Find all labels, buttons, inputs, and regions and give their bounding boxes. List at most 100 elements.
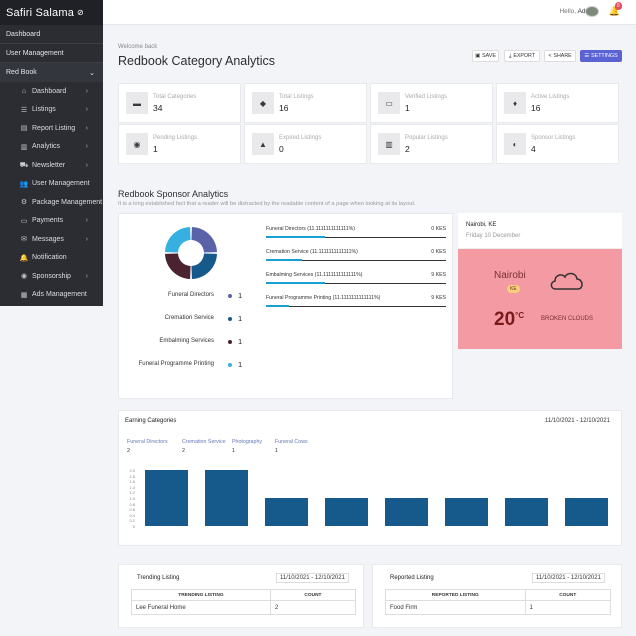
sponsor-bar-value: 0 KES <box>431 226 446 232</box>
legend-label: Embalming Services <box>159 338 214 344</box>
earning-category-count: 1 <box>275 448 278 454</box>
donut-slice[interactable] <box>191 253 217 279</box>
stat-card[interactable]: ▬ Total Categories 34 <box>118 83 241 123</box>
sidebar-item-5[interactable]: 👥 User Management <box>0 175 103 194</box>
weather-panel: Nairobi KE 20 °C BROKEN CLOUDS <box>458 249 622 349</box>
stat-value: 1 <box>405 103 410 113</box>
stat-card[interactable]: ◉ Pending Listings 1 <box>118 124 241 164</box>
stat-value: 0 <box>279 144 284 154</box>
sidebar-item-3[interactable]: ▥ Analytics › <box>0 138 103 157</box>
sponsor-bar-label: Funeral Directors (11.1111111111111%) <box>266 226 355 232</box>
stat-icon: ◐ <box>504 133 526 155</box>
sidebar-item-7[interactable]: ▭ Payments › <box>0 212 103 231</box>
sidebar-item-11[interactable]: ▦ Ads Management <box>0 286 103 305</box>
sidebar-item-4[interactable]: ⛟ Newsletter › <box>0 156 103 175</box>
sponsor-bar-row: Funeral Programme Printing (11.111111111… <box>266 295 446 307</box>
brand[interactable]: Safiri Salama ⊘ <box>0 0 103 25</box>
stat-icon: ▥ <box>378 133 400 155</box>
y-tick-label: 1.8 <box>129 473 135 479</box>
table-row[interactable]: Lee Funeral Home 2 <box>131 600 357 615</box>
y-tick-label: 1.2 <box>129 490 135 496</box>
y-tick-label: 0.8 <box>129 501 135 507</box>
weather-country-badge: KE <box>507 285 520 293</box>
donut-slice[interactable] <box>165 253 191 279</box>
stat-icon: ▬ <box>126 92 148 114</box>
donut-slice[interactable] <box>165 227 191 253</box>
stat-card[interactable]: ▥ Popular Listings 2 <box>370 124 493 164</box>
stat-label: Popular Listings <box>405 135 448 141</box>
chart-bar[interactable] <box>565 498 608 526</box>
chart-bar[interactable] <box>325 498 368 526</box>
donut-slice[interactable] <box>191 227 217 253</box>
notification-bell-icon[interactable]: 🔔 0 <box>608 2 622 16</box>
messages-icon: ✉ <box>21 236 27 244</box>
stat-value: 16 <box>531 103 541 113</box>
earning-date-range[interactable]: 11/10/2021 - 12/10/2021 <box>545 418 610 424</box>
earning-category-name[interactable]: Photography <box>232 439 263 445</box>
nav-red-book[interactable]: Red Book ⌄ <box>0 63 103 82</box>
topbar: Hello, Admin 🔔0 <box>103 0 636 25</box>
export-button[interactable]: ⤓ EXPORT <box>504 50 540 62</box>
sidebar-item-label: Messages <box>32 235 64 243</box>
sidebar-item-1[interactable]: ☰ Listings › <box>0 101 103 120</box>
sidebar-item-label: Sponsorship <box>32 272 71 280</box>
share-icon: < <box>548 53 552 59</box>
nav-user-management[interactable]: User Management <box>0 44 103 63</box>
stat-card[interactable]: ▭ Verified Listings 1 <box>370 83 493 123</box>
earning-category-name[interactable]: Funeral Directors <box>127 439 168 445</box>
chart-bar[interactable] <box>145 470 188 526</box>
stat-label: Total Listings <box>279 94 314 100</box>
stat-card[interactable]: ◐ Sponsor Listings 4 <box>496 124 619 164</box>
chevron-right-icon: › <box>85 87 88 95</box>
stat-icon: ▭ <box>378 92 400 114</box>
sidebar-item-9[interactable]: 🔔 Notification <box>0 249 103 268</box>
sponsor-bar-track <box>266 237 446 238</box>
earning-category-name[interactable]: Cremation Service <box>182 439 226 445</box>
reported-date-range[interactable]: 11/10/2021 - 12/10/2021 <box>532 573 605 583</box>
save-button[interactable]: ▣ SAVE <box>472 50 499 62</box>
bell-icon: 🔔 <box>19 254 29 262</box>
y-tick-label: 1.4 <box>129 484 135 490</box>
sidebar-item-10[interactable]: ◉ Sponsorship › <box>0 267 103 286</box>
stat-icon: ▲ <box>252 133 274 155</box>
weather-description: BROKEN CLOUDS <box>541 316 594 322</box>
table-row[interactable]: Food Firm 1 <box>385 600 611 615</box>
stat-card[interactable]: ◆ Total Listings 16 <box>244 83 367 123</box>
chart-bar[interactable] <box>385 498 428 526</box>
stat-card[interactable]: ▲ Expired Listings 0 <box>244 124 367 164</box>
chart-bar[interactable] <box>505 498 548 526</box>
sponsor-bar-row: Embalming Services (11.1111111111111%) 9 … <box>266 272 446 284</box>
stat-label: Total Categories <box>153 94 197 100</box>
sponsor-bar-label: Funeral Programme Printing (11.111111111… <box>266 295 381 301</box>
sidebar-item-6[interactable]: ⚙ Package Management <box>0 193 103 212</box>
stat-icon: ♦ <box>504 92 526 114</box>
chevron-right-icon: › <box>85 235 88 243</box>
chart-icon: ▥ <box>20 143 28 151</box>
earning-category-name[interactable]: Funeral Cows <box>275 439 308 445</box>
sponsor-bar-row: Funeral Directors (11.1111111111111%) 0 K… <box>266 226 446 238</box>
sidebar-item-8[interactable]: ✉ Messages › <box>0 230 103 249</box>
sponsor-bar-fill <box>266 236 326 238</box>
sidebar-item-0[interactable]: ⌂ Dashboard › <box>0 82 103 101</box>
sidebar-item-2[interactable]: ▤ Report Listing › <box>0 119 103 138</box>
legend-label: Funeral Programme Printing <box>138 361 214 367</box>
nav-dashboard[interactable]: Dashboard <box>0 25 103 44</box>
sponsor-bar-label: Cremation Service (11.1111111111111%) <box>266 249 358 255</box>
y-tick-label: 0.2 <box>129 518 135 524</box>
trending-date-range[interactable]: 11/10/2021 - 12/10/2021 <box>276 573 349 583</box>
y-tick-label: 1.6 <box>129 479 135 485</box>
settings-button[interactable]: ☰ SETTINGS <box>580 50 622 62</box>
chevron-right-icon: › <box>85 143 88 151</box>
reported-title: Reported Listing <box>390 575 434 581</box>
chart-bar[interactable] <box>445 498 488 526</box>
stat-label: Verified Listings <box>405 94 448 100</box>
stat-label: Pending Listings <box>153 135 198 141</box>
chart-bar[interactable] <box>265 498 308 526</box>
stat-card[interactable]: ♦ Active Listings 16 <box>496 83 619 123</box>
share-button[interactable]: < SHARE <box>544 50 576 62</box>
card-icon: ▭ <box>20 217 28 225</box>
welcome-text: Welcome back <box>118 44 158 50</box>
chart-bar[interactable] <box>205 470 248 526</box>
sidebar-item-label: Payments <box>32 217 64 225</box>
avatar[interactable] <box>585 6 599 17</box>
